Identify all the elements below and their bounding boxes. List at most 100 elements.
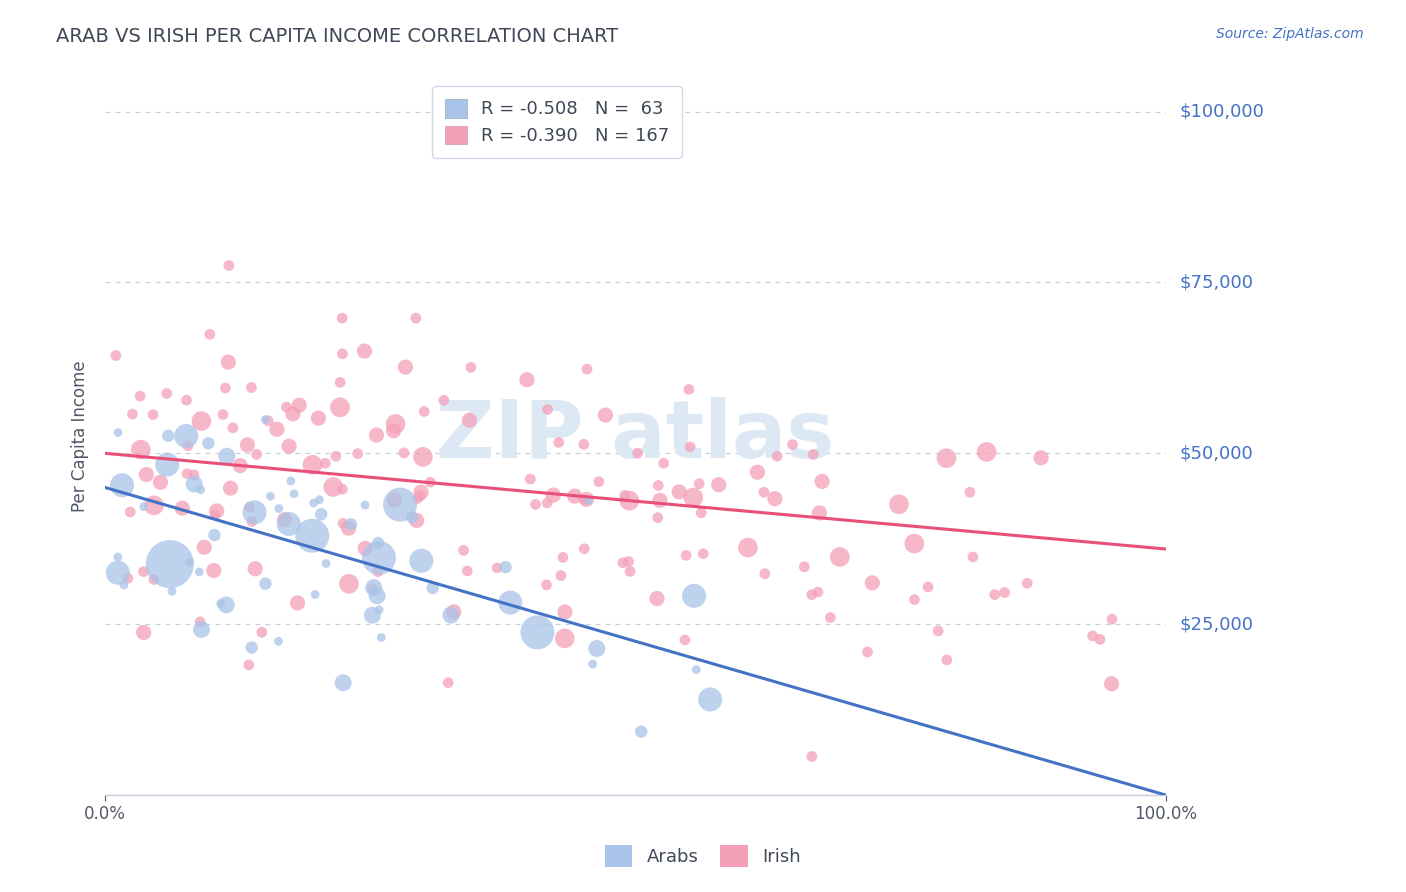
Point (236, 438, 259, 452)
Point (142, 573, 165, 587)
Point (239, 500, 262, 515)
Point (526, 625, 548, 640)
Point (278, 439, 301, 453)
Point (132, 500, 155, 514)
Point (246, 447, 269, 461)
Point (887, 497, 910, 511)
Point (280, 474, 302, 488)
Point (250, 625, 273, 640)
Point (409, 489, 432, 503)
Point (613, 488, 636, 502)
Point (803, 448, 825, 462)
Point (524, 497, 547, 511)
Point (174, 429, 197, 443)
Point (585, 641, 607, 656)
Point (456, 564, 478, 578)
Point (156, 458, 179, 472)
Point (647, 478, 669, 492)
Point (240, 515, 263, 529)
Point (219, 481, 242, 495)
Point (648, 493, 671, 508)
Point (332, 516, 354, 531)
Point (433, 393, 456, 408)
Point (808, 506, 831, 520)
Point (576, 493, 599, 508)
Point (927, 624, 949, 638)
Point (243, 505, 266, 519)
Point (582, 657, 605, 672)
Point (361, 582, 384, 596)
Point (177, 439, 200, 453)
Point (179, 555, 201, 569)
Point (204, 508, 226, 522)
Point (190, 623, 212, 637)
Point (215, 449, 238, 463)
Point (329, 401, 352, 415)
Point (238, 657, 260, 672)
Legend: R = -0.508   N =  63, R = -0.390   N = 167: R = -0.508 N = 63, R = -0.390 N = 167 (433, 87, 682, 158)
Point (683, 589, 706, 603)
Point (382, 424, 405, 438)
Point (486, 561, 509, 575)
Y-axis label: Per Capita Income: Per Capita Income (72, 360, 89, 512)
Point (283, 487, 305, 501)
Text: $75,000: $75,000 (1180, 274, 1254, 292)
Point (619, 565, 641, 579)
Point (962, 549, 984, 564)
Point (142, 499, 165, 513)
Point (111, 478, 134, 492)
Point (405, 513, 427, 527)
Point (132, 625, 155, 640)
Point (807, 585, 830, 599)
Point (440, 608, 463, 623)
Point (673, 632, 696, 647)
Point (1101, 612, 1123, 626)
Point (129, 442, 152, 457)
Point (460, 360, 482, 375)
Point (240, 640, 263, 655)
Point (647, 510, 669, 524)
Point (499, 596, 522, 610)
Point (707, 477, 730, 491)
Point (516, 373, 538, 387)
Point (368, 603, 391, 617)
Point (190, 414, 212, 428)
Point (652, 456, 675, 470)
Point (217, 355, 239, 369)
Point (190, 483, 212, 497)
Point (860, 575, 883, 590)
Point (183, 477, 205, 491)
Point (626, 446, 648, 460)
Point (668, 484, 690, 499)
Point (574, 541, 596, 556)
Point (688, 476, 710, 491)
Point (828, 549, 851, 564)
Point (367, 536, 389, 550)
Point (1088, 632, 1111, 647)
Point (1081, 629, 1104, 643)
Point (983, 588, 1005, 602)
Point (330, 311, 353, 326)
Point (135, 467, 157, 482)
Point (142, 408, 165, 422)
Point (273, 513, 295, 527)
Point (370, 631, 392, 645)
Point (315, 557, 337, 571)
Point (959, 485, 981, 500)
Point (159, 557, 181, 571)
Point (692, 547, 714, 561)
Point (156, 386, 179, 401)
Point (117, 571, 139, 585)
Point (304, 587, 326, 601)
Point (229, 458, 252, 473)
Legend: Arabs, Irish: Arabs, Irish (598, 838, 808, 874)
Point (277, 516, 299, 531)
Point (675, 549, 697, 563)
Point (332, 347, 354, 361)
Point (575, 492, 598, 507)
Point (682, 491, 704, 505)
Point (254, 412, 277, 426)
Point (176, 393, 198, 408)
Point (679, 440, 702, 454)
Point (782, 437, 804, 451)
